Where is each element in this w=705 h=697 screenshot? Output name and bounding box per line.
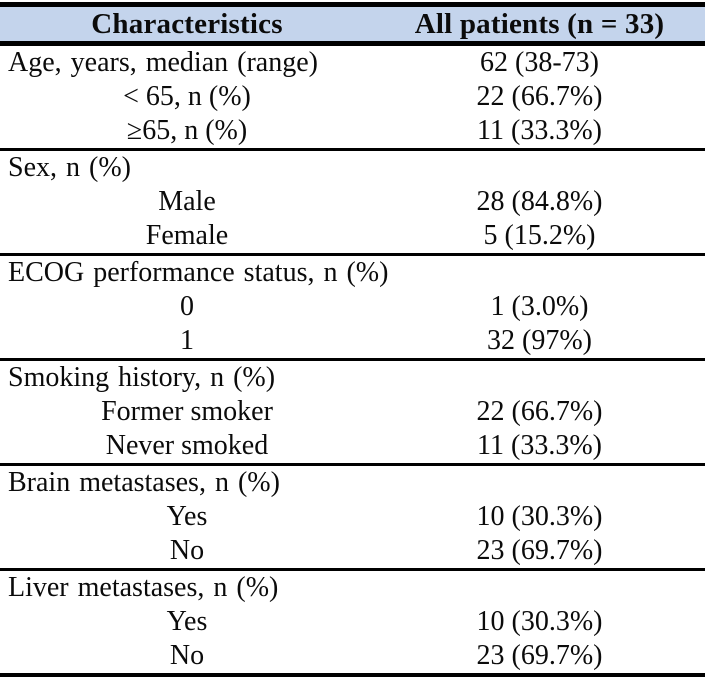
table-row: Sex, n (%) — [0, 150, 705, 186]
row-label: ECOG performance status, n (%) — [8, 257, 389, 288]
table-row: 0 1 (3.0%) — [0, 290, 705, 324]
row-label: Age, years, median (range) — [8, 47, 318, 78]
row-label: Former smoker — [101, 396, 273, 427]
row-value: 23 (69.7%) — [476, 535, 603, 566]
row-value — [374, 150, 705, 186]
row-label: Yes — [166, 606, 208, 637]
table-row: Smoking history, n (%) — [0, 360, 705, 396]
row-label: No — [169, 535, 205, 566]
table-row: Yes 10 (30.3%) — [0, 500, 705, 534]
row-label: Female — [145, 220, 229, 251]
row-value: 5 (15.2%) — [483, 220, 596, 251]
table-header: Characteristics All patients (n = 33) — [0, 2, 705, 46]
row-label: Male — [158, 186, 216, 217]
table-row: < 65, n (%) 22 (66.7%) — [0, 80, 705, 114]
patient-characteristics-table: Characteristics All patients (n = 33) Ag… — [0, 2, 705, 677]
table-row: Brain metastases, n (%) — [0, 465, 705, 501]
row-value: 28 (84.8%) — [476, 186, 603, 217]
row-label: Smoking history, n (%) — [8, 362, 276, 393]
row-label: Sex, n (%) — [8, 152, 131, 183]
section-liver-metastases: Liver metastases, n (%) Yes 10 (30.3%) N… — [0, 569, 705, 676]
row-value: 32 (97%) — [487, 325, 592, 356]
header-cell-characteristics: Characteristics — [0, 2, 374, 46]
header-cell-all-patients: All patients (n = 33) — [374, 2, 705, 46]
table-row: Age, years, median (range) 62 (38-73) — [0, 44, 705, 81]
row-label: ≥65, n (%) — [126, 115, 248, 146]
header-row: Characteristics All patients (n = 33) — [0, 2, 705, 46]
section-ecog: ECOG performance status, n (%) 0 1 (3.0%… — [0, 254, 705, 360]
row-value — [374, 255, 705, 291]
row-value: 23 (69.7%) — [476, 640, 603, 671]
row-label: Liver metastases, n (%) — [8, 572, 279, 603]
table-row: ≥65, n (%) 11 (33.3%) — [0, 114, 705, 150]
row-value: 22 (66.7%) — [476, 81, 603, 112]
row-label: 1 — [180, 325, 194, 356]
row-label: No — [169, 640, 205, 671]
section-brain-metastases: Brain metastases, n (%) Yes 10 (30.3%) N… — [0, 464, 705, 570]
table-row: ECOG performance status, n (%) — [0, 255, 705, 291]
table-row: Female 5 (15.2%) — [0, 219, 705, 255]
row-value — [374, 360, 705, 396]
row-value: 62 (38-73) — [480, 47, 599, 78]
table-row: Former smoker 22 (66.7%) — [0, 395, 705, 429]
row-value: 1 (3.0%) — [490, 291, 589, 322]
row-value: 11 (33.3%) — [477, 115, 602, 146]
row-value: 11 (33.3%) — [477, 430, 602, 461]
row-value — [374, 465, 705, 501]
section-sex: Sex, n (%) Male 28 (84.8%) Female 5 (15.… — [0, 149, 705, 255]
table-row: Male 28 (84.8%) — [0, 185, 705, 219]
table-row: Never smoked 11 (33.3%) — [0, 429, 705, 465]
row-label: < 65, n (%) — [123, 81, 251, 112]
table-row: 1 32 (97%) — [0, 324, 705, 360]
row-label: Never smoked — [105, 430, 269, 461]
table-row: No 23 (69.7%) — [0, 639, 705, 675]
row-value: 10 (30.3%) — [476, 501, 603, 532]
section-smoking: Smoking history, n (%) Former smoker 22 … — [0, 359, 705, 465]
table-row: Yes 10 (30.3%) — [0, 605, 705, 639]
row-value: 22 (66.7%) — [476, 396, 603, 427]
row-value: 10 (30.3%) — [476, 606, 603, 637]
row-label: Brain metastases, n (%) — [8, 467, 280, 498]
row-value — [374, 570, 705, 606]
table-row: No 23 (69.7%) — [0, 534, 705, 570]
section-age: Age, years, median (range) 62 (38-73) < … — [0, 44, 705, 150]
row-label: Yes — [166, 501, 208, 532]
row-label: 0 — [180, 291, 194, 322]
table-row: Liver metastases, n (%) — [0, 570, 705, 606]
